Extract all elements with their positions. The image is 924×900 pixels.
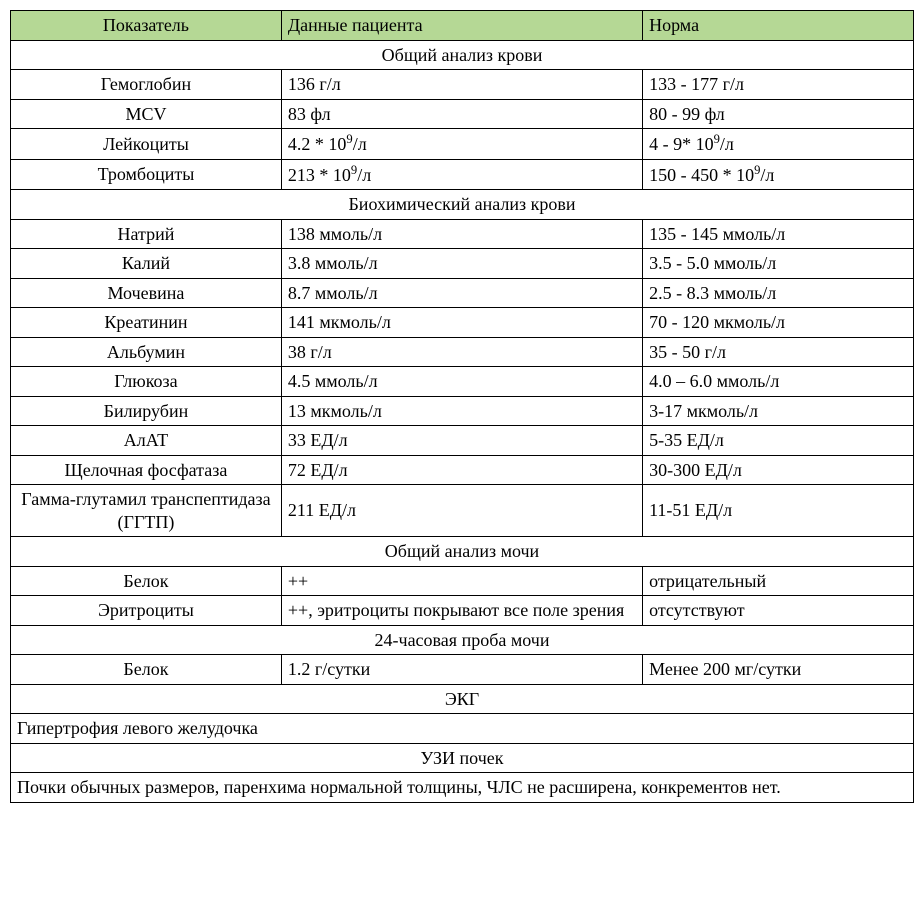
table-row: Гамма-глутамил транспептидаза (ГГТП)211 … <box>11 485 914 537</box>
norm-cell: 4.0 – 6.0 ммоль/л <box>643 367 914 397</box>
section-row: ЭКГ <box>11 684 914 714</box>
indicator-cell: Мочевина <box>11 278 282 308</box>
indicator-cell: Натрий <box>11 219 282 249</box>
norm-cell: 80 - 99 фл <box>643 99 914 129</box>
norm-cell: 3-17 мкмоль/л <box>643 396 914 426</box>
value-cell: 38 г/л <box>281 337 642 367</box>
table-row: Щелочная фосфатаза72 ЕД/л30-300 ЕД/л <box>11 455 914 485</box>
section-row: Биохимический анализ крови <box>11 190 914 220</box>
indicator-cell: Гемоглобин <box>11 70 282 100</box>
table-row: Билирубин13 мкмоль/л3-17 мкмоль/л <box>11 396 914 426</box>
table-row: Гемоглобин136 г/л133 - 177 г/л <box>11 70 914 100</box>
norm-cell: отрицательный <box>643 566 914 596</box>
norm-cell: 135 - 145 ммоль/л <box>643 219 914 249</box>
indicator-cell: Гамма-глутамил транспептидаза (ГГТП) <box>11 485 282 537</box>
value-cell: 13 мкмоль/л <box>281 396 642 426</box>
table-row: Белок1.2 г/суткиМенее 200 мг/сутки <box>11 655 914 685</box>
section-row: Общий анализ крови <box>11 40 914 70</box>
indicator-cell: Эритроциты <box>11 596 282 626</box>
norm-cell: 30-300 ЕД/л <box>643 455 914 485</box>
norm-cell: Менее 200 мг/сутки <box>643 655 914 685</box>
header-patient-data: Данные пациента <box>281 11 642 41</box>
value-cell: 3.8 ммоль/л <box>281 249 642 279</box>
header-norm: Норма <box>643 11 914 41</box>
norm-cell: 4 - 9* 109/л <box>643 129 914 160</box>
section-title: УЗИ почек <box>11 743 914 773</box>
value-cell: 4.5 ммоль/л <box>281 367 642 397</box>
norm-cell: 133 - 177 г/л <box>643 70 914 100</box>
table-row: Лейкоциты4.2 * 109/л4 - 9* 109/л <box>11 129 914 160</box>
table-row: Калий3.8 ммоль/л3.5 - 5.0 ммоль/л <box>11 249 914 279</box>
indicator-cell: Лейкоциты <box>11 129 282 160</box>
table-row: Белок++отрицательный <box>11 566 914 596</box>
value-cell: 136 г/л <box>281 70 642 100</box>
header-row: Показатель Данные пациента Норма <box>11 11 914 41</box>
norm-cell: 35 - 50 г/л <box>643 337 914 367</box>
table-row: MCV83 фл80 - 99 фл <box>11 99 914 129</box>
section-title: ЭКГ <box>11 684 914 714</box>
section-row: Общий анализ мочи <box>11 537 914 567</box>
indicator-cell: Креатинин <box>11 308 282 338</box>
section-title: 24-часовая проба мочи <box>11 625 914 655</box>
lab-results-table: Показатель Данные пациента Норма Общий а… <box>10 10 914 803</box>
norm-cell: 5-35 ЕД/л <box>643 426 914 456</box>
norm-cell: 70 - 120 мкмоль/л <box>643 308 914 338</box>
table-row: Альбумин38 г/л35 - 50 г/л <box>11 337 914 367</box>
table-row: Креатинин141 мкмоль/л70 - 120 мкмоль/л <box>11 308 914 338</box>
indicator-cell: Альбумин <box>11 337 282 367</box>
indicator-cell: Тромбоциты <box>11 159 282 190</box>
header-indicator: Показатель <box>11 11 282 41</box>
value-cell: 138 ммоль/л <box>281 219 642 249</box>
value-cell: 4.2 * 109/л <box>281 129 642 160</box>
value-cell: 211 ЕД/л <box>281 485 642 537</box>
table-row: АлАТ33 ЕД/л5-35 ЕД/л <box>11 426 914 456</box>
table-row: Тромбоциты213 * 109/л150 - 450 * 109/л <box>11 159 914 190</box>
value-cell: 33 ЕД/л <box>281 426 642 456</box>
indicator-cell: Глюкоза <box>11 367 282 397</box>
norm-cell: 3.5 - 5.0 ммоль/л <box>643 249 914 279</box>
section-title: Общий анализ мочи <box>11 537 914 567</box>
norm-cell: 150 - 450 * 109/л <box>643 159 914 190</box>
indicator-cell: MCV <box>11 99 282 129</box>
indicator-cell: Белок <box>11 566 282 596</box>
norm-cell: отсутствуют <box>643 596 914 626</box>
value-cell: 141 мкмоль/л <box>281 308 642 338</box>
value-cell: 83 фл <box>281 99 642 129</box>
value-cell: 8.7 ммоль/л <box>281 278 642 308</box>
value-cell: 213 * 109/л <box>281 159 642 190</box>
table-row: Натрий138 ммоль/л135 - 145 ммоль/л <box>11 219 914 249</box>
section-row: 24-часовая проба мочи <box>11 625 914 655</box>
section-title: Биохимический анализ крови <box>11 190 914 220</box>
note-cell: Почки обычных размеров, паренхима нормал… <box>11 773 914 803</box>
table-row: Глюкоза4.5 ммоль/л4.0 – 6.0 ммоль/л <box>11 367 914 397</box>
note-cell: Гипертрофия левого желудочка <box>11 714 914 744</box>
value-cell: ++, эритроциты покрывают все поле зрения <box>281 596 642 626</box>
table-row: Мочевина8.7 ммоль/л2.5 - 8.3 ммоль/л <box>11 278 914 308</box>
indicator-cell: АлАТ <box>11 426 282 456</box>
section-title: Общий анализ крови <box>11 40 914 70</box>
table-row: Эритроциты++, эритроциты покрывают все п… <box>11 596 914 626</box>
value-cell: 72 ЕД/л <box>281 455 642 485</box>
value-cell: 1.2 г/сутки <box>281 655 642 685</box>
note-row: Гипертрофия левого желудочка <box>11 714 914 744</box>
indicator-cell: Белок <box>11 655 282 685</box>
indicator-cell: Щелочная фосфатаза <box>11 455 282 485</box>
indicator-cell: Калий <box>11 249 282 279</box>
value-cell: ++ <box>281 566 642 596</box>
note-row: Почки обычных размеров, паренхима нормал… <box>11 773 914 803</box>
section-row: УЗИ почек <box>11 743 914 773</box>
norm-cell: 2.5 - 8.3 ммоль/л <box>643 278 914 308</box>
norm-cell: 11-51 ЕД/л <box>643 485 914 537</box>
indicator-cell: Билирубин <box>11 396 282 426</box>
